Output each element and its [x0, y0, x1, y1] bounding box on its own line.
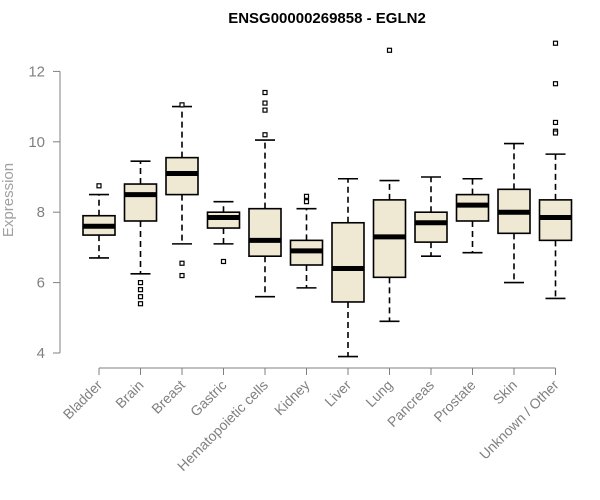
x-tick-label: Lung — [362, 377, 395, 410]
box-group — [123, 160, 158, 307]
outlier-point — [179, 102, 185, 108]
x-tick-label: Brain — [112, 377, 146, 411]
box-iqr — [538, 199, 573, 242]
box-group — [538, 40, 573, 300]
outlier-point — [303, 199, 310, 205]
box-iqr — [331, 221, 365, 303]
x-tick-label: Breast — [148, 377, 188, 417]
box-group — [497, 142, 531, 284]
box-group — [165, 102, 199, 279]
box-group — [248, 89, 282, 298]
y-tick-label: 10 — [28, 134, 45, 151]
box-iqr — [123, 183, 158, 222]
x-tick-label: Prostate — [430, 377, 478, 425]
box-group — [82, 183, 116, 259]
box-iqr — [455, 193, 490, 222]
y-axis-ticks: 4 6 8 10 12 — [28, 63, 60, 362]
outlier-point — [137, 280, 144, 286]
outlier-point — [303, 193, 310, 199]
box-iqr — [206, 211, 241, 229]
x-tick-label: Liver — [321, 377, 354, 410]
outlier-point — [552, 130, 559, 136]
box-iqr — [248, 207, 282, 257]
box-group — [455, 177, 490, 254]
x-tick-label: Unknown / Other — [476, 377, 562, 463]
outlier-point — [262, 100, 268, 106]
box-group — [331, 177, 365, 358]
boxplot-series — [82, 40, 573, 358]
y-tick-label: 4 — [37, 345, 45, 362]
y-tick-label: 12 — [28, 63, 45, 80]
box-group — [206, 200, 241, 265]
outlier-point — [179, 272, 185, 279]
y-tick-label: 8 — [37, 204, 45, 221]
outlier-point — [137, 294, 144, 300]
box-group — [289, 193, 324, 289]
outlier-point — [96, 183, 102, 189]
outlier-point — [386, 47, 393, 53]
box-iqr — [165, 156, 199, 196]
y-axis-label: Expression — [0, 163, 17, 237]
outlier-point — [137, 287, 144, 293]
outlier-point — [179, 260, 185, 266]
box-iqr — [414, 211, 448, 243]
x-tick-label: Skin — [490, 377, 521, 408]
outlier-point — [137, 301, 144, 307]
outlier-point — [262, 89, 268, 96]
outlier-point — [262, 107, 268, 113]
x-tick-label: Kidney — [271, 377, 313, 419]
box-group — [414, 176, 448, 258]
outlier-point — [262, 132, 268, 138]
box-group — [372, 47, 407, 323]
outlier-point — [220, 258, 227, 265]
outlier-point — [552, 40, 559, 46]
outlier-point — [552, 119, 559, 126]
chart-title: ENSG00000269858 - EGLN2 — [228, 10, 426, 27]
x-tick-label: Bladder — [60, 377, 106, 423]
outlier-point — [552, 81, 559, 87]
y-tick-label: 6 — [37, 275, 45, 292]
